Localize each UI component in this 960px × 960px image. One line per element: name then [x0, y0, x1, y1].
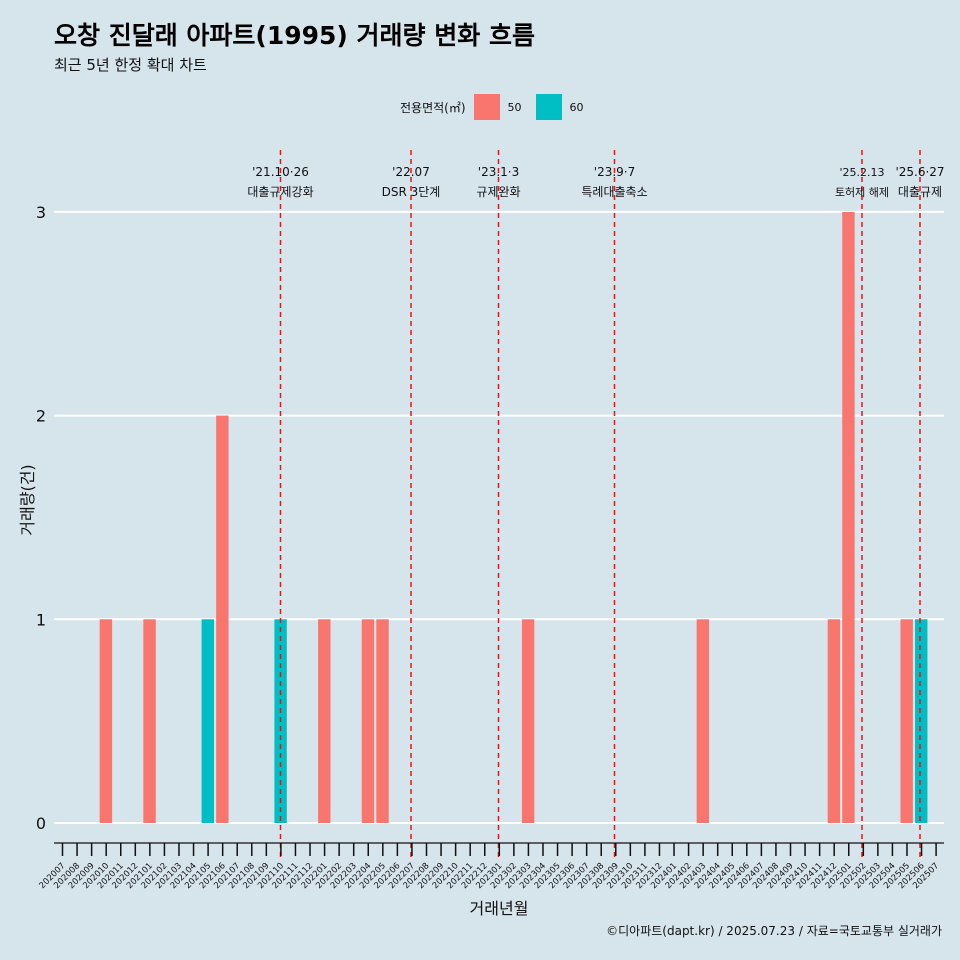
bar-50-202201 — [318, 619, 331, 823]
y-tick-label: 3 — [36, 203, 46, 222]
chart-subtitle: 최근 5년 한정 확대 차트 — [54, 56, 207, 74]
y-axis-ticks: 0 1 2 3 — [36, 203, 46, 833]
bar-50-202205 — [376, 619, 389, 823]
annotation-date: '25.6·27 — [895, 165, 944, 179]
bar-50-202106 — [216, 415, 229, 823]
annotation-date: '22.07 — [392, 165, 430, 179]
legend-label-50: 50 — [507, 100, 522, 114]
x-axis: 2020072020082020092020102020112020122021… — [38, 842, 944, 891]
annotation-date: '21.10·26 — [252, 165, 309, 179]
bar-60-202105 — [201, 619, 214, 823]
annotation-text: 토허제 해제 — [835, 185, 889, 199]
y-tick-label: 1 — [36, 610, 46, 629]
annotation-text: 대출규제 — [898, 185, 942, 199]
legend-label-60: 60 — [569, 100, 584, 114]
bar-50-202101 — [143, 619, 156, 823]
annotation-text: 규제완화 — [476, 185, 520, 199]
annotation-text: 대출규제강화 — [247, 185, 313, 199]
chart-title: 오창 진달래 아파트(1995) 거래량 변화 흐름 — [54, 21, 535, 50]
bar-50-202403 — [696, 619, 710, 823]
x-axis-title: 거래년월 — [470, 899, 529, 918]
bar-50-202303 — [521, 619, 535, 823]
annotations: '21.10·26 대출규제강화 '22.07 DSR 3단계 '23.1·3 규제완화 '… — [247, 150, 945, 860]
y-axis-title: 거래량(건) — [18, 464, 37, 535]
annotation-text: 특례대출축소 — [581, 185, 647, 199]
annotation-date: '23.1·3 — [478, 165, 519, 179]
legend: 전용면적(㎡) 50 60 — [400, 94, 598, 120]
legend-title: 전용면적(㎡) — [400, 100, 466, 115]
bar-50-202501 — [842, 211, 855, 823]
legend-swatch-50 — [473, 94, 500, 120]
y-tick-label: 0 — [36, 814, 46, 833]
bar-50-202505 — [900, 619, 913, 823]
bar-50-202204 — [361, 619, 375, 823]
legend-swatch-60 — [535, 94, 562, 120]
annotation-date: '23.9·7 — [594, 165, 635, 179]
y-tick-label: 2 — [36, 407, 46, 426]
annotation-text: DSR 3단계 — [382, 185, 441, 199]
chart-caption: ©디아파트(dapt.kr) / 2025.07.23 / 자료=국토교통부 실… — [606, 924, 942, 938]
bars — [99, 211, 928, 823]
annotation-date: '25.2.13 — [839, 166, 884, 179]
bar-50-202010 — [99, 619, 113, 823]
bar-50-202412 — [827, 619, 841, 823]
bar-60-202506 — [915, 619, 928, 823]
